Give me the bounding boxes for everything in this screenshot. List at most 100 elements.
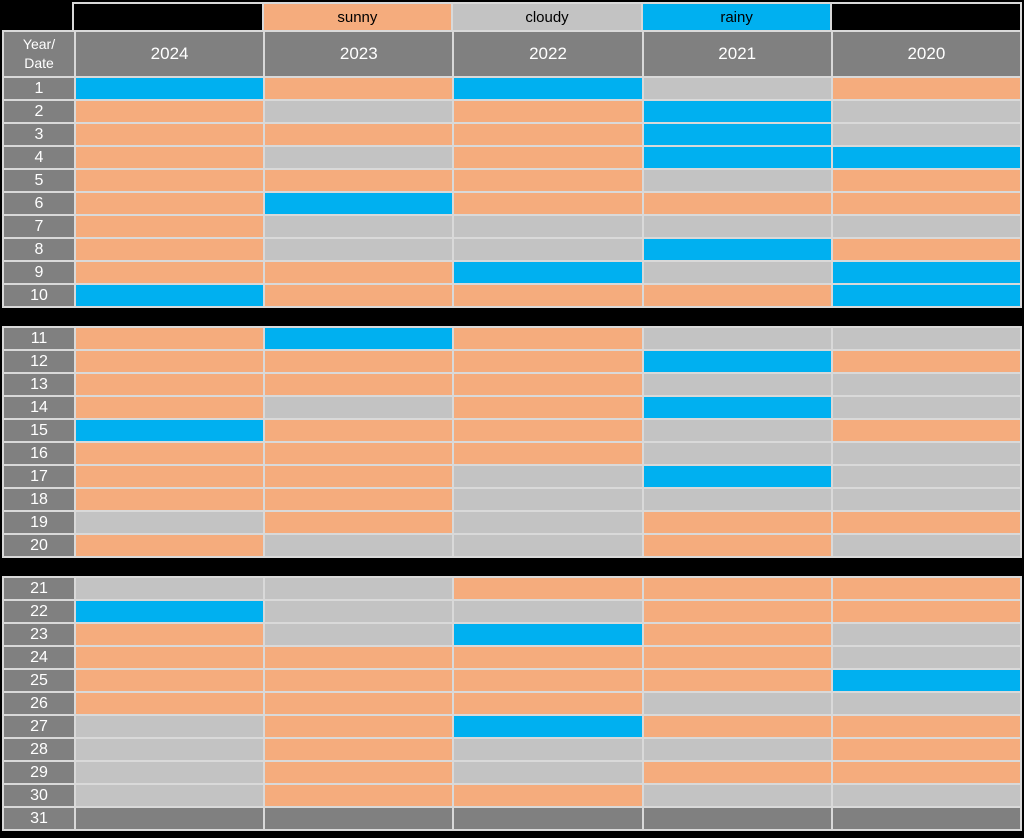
weather-cell[interactable] <box>265 670 453 691</box>
weather-cell[interactable] <box>76 78 264 99</box>
weather-cell[interactable] <box>76 535 264 556</box>
date-label[interactable]: 19 <box>4 512 74 533</box>
weather-cell[interactable] <box>454 285 642 306</box>
weather-cell[interactable] <box>76 101 264 122</box>
weather-cell[interactable] <box>76 466 264 487</box>
date-label[interactable]: 12 <box>4 351 74 372</box>
weather-cell[interactable] <box>454 670 642 691</box>
weather-cell[interactable] <box>832 624 1020 645</box>
weather-cell[interactable] <box>832 147 1020 168</box>
weather-cell[interactable] <box>643 785 831 806</box>
weather-cell[interactable] <box>832 762 1020 783</box>
weather-cell[interactable] <box>643 124 831 145</box>
weather-cell[interactable] <box>265 351 453 372</box>
weather-cell[interactable] <box>832 101 1020 122</box>
legend-swatch-sunny[interactable]: sunny <box>263 4 452 30</box>
weather-cell[interactable] <box>643 239 831 260</box>
weather-cell[interactable] <box>454 193 642 214</box>
year-date-corner-cell[interactable]: Year/ Date <box>4 32 74 76</box>
weather-cell[interactable] <box>454 624 642 645</box>
weather-cell[interactable] <box>454 693 642 714</box>
date-label[interactable]: 7 <box>4 216 74 237</box>
weather-cell[interactable] <box>265 193 453 214</box>
weather-cell[interactable] <box>265 170 453 191</box>
weather-cell[interactable] <box>454 78 642 99</box>
weather-cell[interactable] <box>643 670 831 691</box>
weather-cell[interactable] <box>454 443 642 464</box>
date-label[interactable]: 31 <box>4 808 74 829</box>
weather-cell[interactable] <box>832 443 1020 464</box>
date-label[interactable]: 18 <box>4 489 74 510</box>
year-header-2020[interactable]: 2020 <box>832 32 1020 76</box>
weather-cell[interactable] <box>265 716 453 737</box>
date-label[interactable]: 1 <box>4 78 74 99</box>
weather-cell[interactable] <box>643 512 831 533</box>
date-label[interactable]: 23 <box>4 624 74 645</box>
weather-cell[interactable] <box>265 624 453 645</box>
weather-cell[interactable] <box>265 262 453 283</box>
weather-cell[interactable] <box>265 124 453 145</box>
weather-cell[interactable] <box>643 647 831 668</box>
weather-cell[interactable] <box>265 285 453 306</box>
weather-cell[interactable] <box>643 762 831 783</box>
weather-cell[interactable] <box>832 489 1020 510</box>
weather-cell[interactable] <box>832 216 1020 237</box>
weather-cell[interactable] <box>454 535 642 556</box>
weather-cell[interactable] <box>265 239 453 260</box>
weather-cell[interactable] <box>643 624 831 645</box>
weather-cell[interactable] <box>832 328 1020 349</box>
date-label[interactable]: 27 <box>4 716 74 737</box>
date-label[interactable]: 30 <box>4 785 74 806</box>
weather-cell[interactable] <box>832 670 1020 691</box>
date-label[interactable]: 10 <box>4 285 74 306</box>
weather-cell[interactable] <box>454 808 642 829</box>
weather-cell[interactable] <box>76 624 264 645</box>
weather-cell[interactable] <box>832 739 1020 760</box>
weather-cell[interactable] <box>832 535 1020 556</box>
weather-cell[interactable] <box>265 693 453 714</box>
weather-cell[interactable] <box>643 78 831 99</box>
weather-cell[interactable] <box>76 693 264 714</box>
weather-cell[interactable] <box>832 124 1020 145</box>
weather-cell[interactable] <box>454 647 642 668</box>
weather-cell[interactable] <box>643 262 831 283</box>
weather-cell[interactable] <box>454 147 642 168</box>
date-label[interactable]: 16 <box>4 443 74 464</box>
weather-cell[interactable] <box>76 124 264 145</box>
weather-cell[interactable] <box>643 808 831 829</box>
date-label[interactable]: 14 <box>4 397 74 418</box>
date-label[interactable]: 22 <box>4 601 74 622</box>
weather-cell[interactable] <box>643 216 831 237</box>
weather-cell[interactable] <box>454 374 642 395</box>
weather-cell[interactable] <box>454 716 642 737</box>
weather-cell[interactable] <box>643 535 831 556</box>
weather-cell[interactable] <box>643 420 831 441</box>
weather-cell[interactable] <box>265 535 453 556</box>
weather-cell[interactable] <box>76 216 264 237</box>
weather-cell[interactable] <box>643 716 831 737</box>
weather-cell[interactable] <box>643 693 831 714</box>
weather-cell[interactable] <box>643 466 831 487</box>
weather-cell[interactable] <box>265 601 453 622</box>
weather-cell[interactable] <box>454 601 642 622</box>
weather-cell[interactable] <box>454 124 642 145</box>
weather-cell[interactable] <box>265 328 453 349</box>
weather-cell[interactable] <box>832 78 1020 99</box>
weather-cell[interactable] <box>832 601 1020 622</box>
weather-cell[interactable] <box>643 193 831 214</box>
weather-cell[interactable] <box>76 512 264 533</box>
weather-cell[interactable] <box>76 670 264 691</box>
weather-cell[interactable] <box>643 397 831 418</box>
weather-cell[interactable] <box>643 351 831 372</box>
weather-cell[interactable] <box>265 739 453 760</box>
year-header-2021[interactable]: 2021 <box>643 32 831 76</box>
weather-cell[interactable] <box>76 716 264 737</box>
date-label[interactable]: 17 <box>4 466 74 487</box>
weather-cell[interactable] <box>265 512 453 533</box>
weather-cell[interactable] <box>454 397 642 418</box>
weather-cell[interactable] <box>454 262 642 283</box>
weather-cell[interactable] <box>832 578 1020 599</box>
weather-cell[interactable] <box>832 693 1020 714</box>
weather-cell[interactable] <box>76 170 264 191</box>
weather-cell[interactable] <box>832 285 1020 306</box>
